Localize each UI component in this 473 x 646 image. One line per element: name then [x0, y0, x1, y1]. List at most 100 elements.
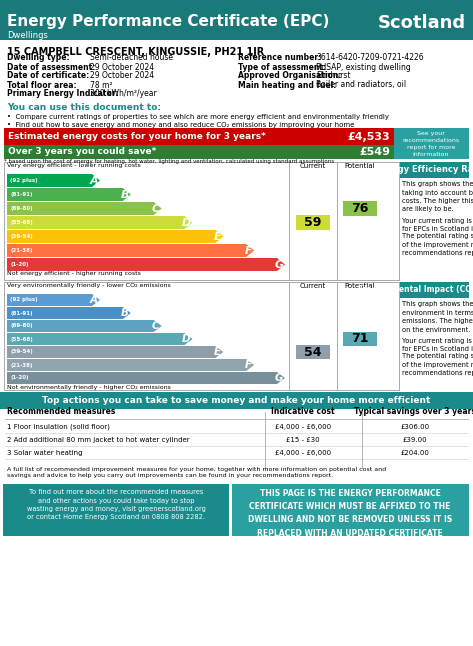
Text: •  Compare current ratings of properties to see which are more energy efficient : • Compare current ratings of properties …: [7, 114, 389, 120]
Bar: [394, 128, 469, 159]
Text: Indicative cost: Indicative cost: [271, 408, 335, 417]
Text: Current: Current: [300, 283, 326, 289]
Text: (69-80): (69-80): [10, 206, 33, 211]
Text: £4,000 - £6,000: £4,000 - £6,000: [275, 424, 331, 430]
Text: Approved Organisation:: Approved Organisation:: [238, 72, 342, 81]
Text: Typical savings over 3 years: Typical savings over 3 years: [354, 408, 473, 417]
Text: (55-68): (55-68): [10, 220, 33, 225]
Text: Date of certificate:: Date of certificate:: [7, 72, 89, 81]
Text: F: F: [245, 245, 252, 256]
Bar: [4, 145, 394, 159]
Text: Top actions you can take to save money and make your home more efficient: Top actions you can take to save money a…: [42, 396, 430, 405]
Text: Estimated energy costs for your home for 3 years*: Estimated energy costs for your home for…: [8, 132, 266, 141]
Text: £204.00: £204.00: [401, 450, 429, 456]
Text: (69-80): (69-80): [10, 324, 33, 329]
Text: 29 October 2024: 29 October 2024: [90, 63, 154, 72]
Text: (21-38): (21-38): [10, 362, 33, 368]
Bar: [4, 128, 394, 145]
Text: B: B: [121, 189, 129, 200]
Polygon shape: [7, 174, 100, 187]
Text: 15 CAMPBELL CRESCENT, KINGUSSIE, PH21 1JR: 15 CAMPBELL CRESCENT, KINGUSSIE, PH21 1J…: [7, 47, 264, 57]
Text: 2 Add additional 80 mm jacket to hot water cylinder: 2 Add additional 80 mm jacket to hot wat…: [7, 437, 190, 443]
Polygon shape: [7, 359, 254, 371]
Text: Semi-detached house: Semi-detached house: [90, 54, 173, 63]
Bar: [296, 345, 330, 359]
Text: To find out more about the recommended measures
and other actions you could take: To find out more about the recommended m…: [26, 489, 205, 521]
Bar: [232, 484, 469, 536]
Polygon shape: [7, 230, 223, 243]
Bar: [4, 282, 399, 390]
Text: Dwellings: Dwellings: [7, 31, 48, 40]
Polygon shape: [7, 294, 100, 306]
Text: 3614-6420-7209-0721-4226: 3614-6420-7209-0721-4226: [316, 54, 424, 63]
Polygon shape: [7, 244, 254, 257]
Text: (55-68): (55-68): [10, 337, 33, 342]
Text: Your current rating is band D (59). The average rating
for EPCs in Scotland is b: Your current rating is band D (59). The …: [402, 217, 473, 233]
Text: Energy Performance Certificate (EPC): Energy Performance Certificate (EPC): [7, 14, 329, 29]
Text: C: C: [152, 203, 160, 213]
Bar: [337, 162, 399, 280]
Text: •  Find out how to save energy and money and also reduce CO₂ emissions by improv: • Find out how to save energy and money …: [7, 122, 354, 128]
Text: Recommended measures: Recommended measures: [7, 408, 115, 417]
Polygon shape: [7, 372, 285, 384]
Text: Your current rating is band E (54). The average rating
for EPCs in Scotland is b: Your current rating is band E (54). The …: [402, 337, 473, 353]
Polygon shape: [7, 202, 162, 215]
Text: The potential rating shows the effect of undertaking all
of the improvement meas: The potential rating shows the effect of…: [402, 233, 473, 256]
Polygon shape: [7, 258, 285, 271]
Bar: [343, 332, 377, 346]
Text: (39-54): (39-54): [10, 349, 33, 355]
Text: Dwelling type:: Dwelling type:: [7, 54, 70, 63]
Text: Total floor area:: Total floor area:: [7, 81, 77, 90]
Bar: [3, 484, 229, 536]
Text: £4,000 - £6,000: £4,000 - £6,000: [275, 450, 331, 456]
Text: A full list of recommended improvement measures for your home, together with mor: A full list of recommended improvement m…: [7, 466, 386, 472]
Text: Primary Energy Indicator:: Primary Energy Indicator:: [7, 90, 119, 98]
Text: F: F: [245, 360, 252, 370]
Bar: [0, 392, 473, 409]
Text: 78 m²: 78 m²: [90, 81, 113, 90]
Text: * based upon the cost of energy for heating, hot water, lighting and ventilation: * based upon the cost of energy for heat…: [4, 158, 334, 163]
Polygon shape: [7, 188, 131, 201]
Text: Not environmentally friendly - higher CO₂ emissions: Not environmentally friendly - higher CO…: [7, 384, 171, 390]
Text: 300 kWh/m²/year: 300 kWh/m²/year: [90, 90, 157, 98]
Text: Energy Efficiency Rating: Energy Efficiency Rating: [376, 165, 473, 174]
Bar: [0, 0, 473, 40]
Bar: [289, 282, 337, 390]
Text: 29 October 2024: 29 October 2024: [90, 72, 154, 81]
Text: 59: 59: [304, 216, 322, 229]
Bar: [289, 162, 337, 280]
Text: Scotland: Scotland: [378, 14, 466, 32]
Text: (92 plus): (92 plus): [10, 178, 38, 183]
Text: £15 - £30: £15 - £30: [286, 437, 320, 443]
Polygon shape: [7, 216, 193, 229]
Text: D: D: [182, 218, 191, 227]
Bar: [337, 282, 399, 390]
Text: (81-91): (81-91): [10, 192, 33, 197]
Text: Environmental Impact (CO₂) Rating: Environmental Impact (CO₂) Rating: [358, 286, 473, 295]
Bar: [296, 215, 330, 230]
Text: Not energy efficient - higher running costs: Not energy efficient - higher running co…: [7, 271, 141, 276]
Polygon shape: [7, 346, 223, 358]
Text: E: E: [214, 347, 221, 357]
Text: Potential: Potential: [345, 283, 375, 289]
Text: A: A: [90, 295, 98, 305]
Text: Date of assessment:: Date of assessment:: [7, 63, 96, 72]
Polygon shape: [7, 307, 131, 319]
Bar: [4, 162, 399, 280]
Text: Reference number:: Reference number:: [238, 54, 321, 63]
Text: RdSAP, existing dwelling: RdSAP, existing dwelling: [316, 63, 411, 72]
Text: £4,533: £4,533: [347, 132, 390, 141]
Text: 71: 71: [351, 333, 369, 346]
Bar: [400, 282, 469, 298]
Text: THIS PAGE IS THE ENERGY PERFORMANCE
CERTIFICATE WHICH MUST BE AFFIXED TO THE
DWE: THIS PAGE IS THE ENERGY PERFORMANCE CERT…: [248, 489, 452, 537]
Text: (1-20): (1-20): [10, 262, 28, 267]
Text: (21-38): (21-38): [10, 248, 33, 253]
Text: This graph shows the effect of your home on the
environment in terms of carbon d: This graph shows the effect of your home…: [402, 301, 473, 333]
Text: See your
recommendations
report for more
information: See your recommendations report for more…: [403, 131, 460, 157]
Text: Current: Current: [300, 163, 326, 169]
Text: £549: £549: [359, 147, 390, 157]
Text: Very energy efficient - lower running costs: Very energy efficient - lower running co…: [7, 163, 141, 169]
Polygon shape: [7, 320, 162, 332]
Text: (92 plus): (92 plus): [10, 298, 38, 302]
Text: G: G: [275, 373, 283, 383]
